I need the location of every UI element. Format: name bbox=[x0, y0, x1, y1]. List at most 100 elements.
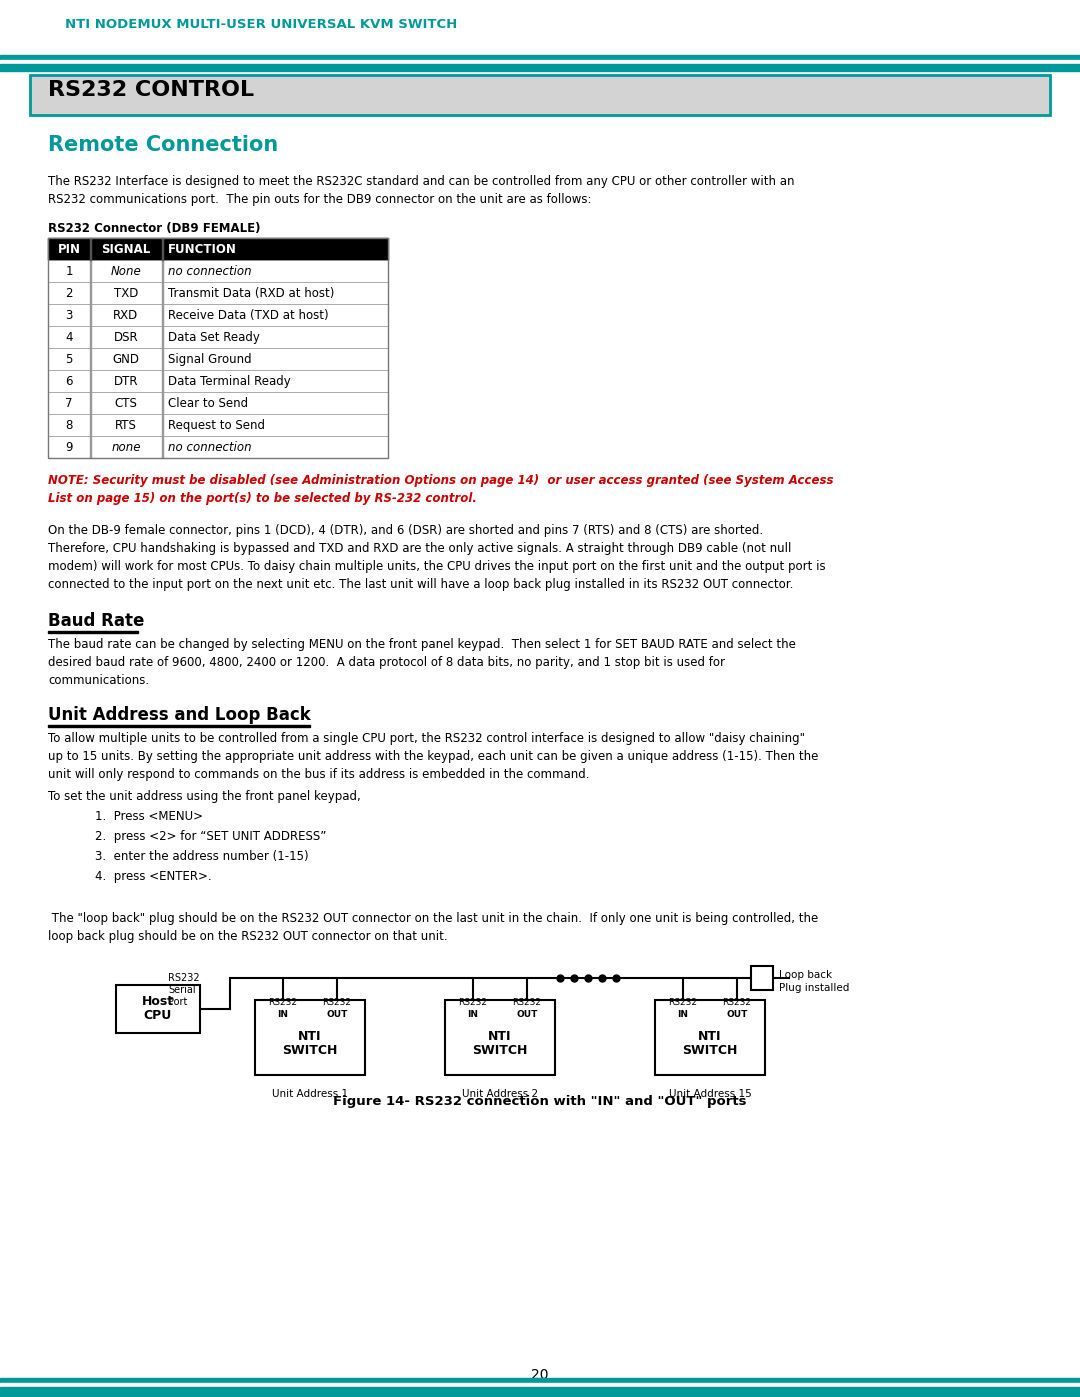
Text: Receive Data (TXD at host): Receive Data (TXD at host) bbox=[168, 309, 328, 321]
Bar bbox=[48, 725, 310, 726]
Text: OUT: OUT bbox=[727, 1010, 747, 1018]
Text: 4.  press <ENTER>.: 4. press <ENTER>. bbox=[95, 870, 212, 883]
Text: Baud Rate: Baud Rate bbox=[48, 612, 145, 630]
Bar bbox=[48, 393, 388, 414]
Text: RS232: RS232 bbox=[323, 997, 351, 1007]
Text: To set the unit address using the front panel keypad,: To set the unit address using the front … bbox=[48, 789, 361, 803]
Bar bbox=[255, 1000, 365, 1076]
Text: Port: Port bbox=[168, 997, 187, 1007]
Bar bbox=[116, 985, 200, 1032]
Bar bbox=[48, 414, 388, 436]
Text: 2.  press <2> for “SET UNIT ADDRESS”: 2. press <2> for “SET UNIT ADDRESS” bbox=[95, 830, 326, 842]
Text: NTI: NTI bbox=[488, 1030, 512, 1044]
Text: RS232 Connector (DB9 FEMALE): RS232 Connector (DB9 FEMALE) bbox=[48, 222, 260, 235]
Text: RS232: RS232 bbox=[513, 997, 541, 1007]
Text: 3: 3 bbox=[65, 309, 72, 321]
Text: Clear to Send: Clear to Send bbox=[168, 397, 248, 409]
Text: 7: 7 bbox=[65, 397, 72, 409]
Text: Data Terminal Ready: Data Terminal Ready bbox=[168, 374, 291, 388]
Text: CTS: CTS bbox=[114, 397, 137, 409]
Bar bbox=[48, 631, 138, 633]
Bar bbox=[48, 326, 388, 348]
Text: SWITCH: SWITCH bbox=[683, 1044, 738, 1058]
Text: The baud rate can be changed by selecting MENU on the front panel keypad.  Then : The baud rate can be changed by selectin… bbox=[48, 638, 796, 687]
Text: 8: 8 bbox=[65, 419, 72, 432]
Text: 9: 9 bbox=[65, 441, 72, 454]
Text: 1.  Press <MENU>: 1. Press <MENU> bbox=[95, 810, 203, 823]
Text: Loop back: Loop back bbox=[779, 970, 832, 981]
Text: 1: 1 bbox=[65, 265, 72, 278]
Text: RS232: RS232 bbox=[669, 997, 698, 1007]
Text: The RS232 Interface is designed to meet the RS232C standard and can be controlle: The RS232 Interface is designed to meet … bbox=[48, 175, 795, 205]
Text: RS232 CONTROL: RS232 CONTROL bbox=[48, 80, 254, 101]
Text: NTI NODEMUX MULTI-USER UNIVERSAL KVM SWITCH: NTI NODEMUX MULTI-USER UNIVERSAL KVM SWI… bbox=[65, 18, 457, 31]
Bar bbox=[48, 436, 388, 458]
Text: Unit Address and Loop Back: Unit Address and Loop Back bbox=[48, 705, 311, 724]
Text: CPU: CPU bbox=[144, 1009, 172, 1023]
Text: Figure 14- RS232 connection with "IN" and "OUT" ports: Figure 14- RS232 connection with "IN" an… bbox=[334, 1095, 746, 1108]
Text: 20: 20 bbox=[531, 1368, 549, 1382]
Text: OUT: OUT bbox=[516, 1010, 538, 1018]
Text: no connection: no connection bbox=[168, 265, 252, 278]
Text: Remote Connection: Remote Connection bbox=[48, 136, 279, 155]
Bar bbox=[0, 1377, 1080, 1383]
Text: Unit Address 1: Unit Address 1 bbox=[272, 1090, 348, 1099]
Text: RS232: RS232 bbox=[269, 997, 297, 1007]
Text: NOTE: Security must be disabled (see Administration Options on page 14)  or user: NOTE: Security must be disabled (see Adm… bbox=[48, 474, 834, 504]
Bar bbox=[48, 237, 388, 260]
Text: FUNCTION: FUNCTION bbox=[168, 243, 237, 256]
Bar bbox=[30, 75, 1050, 115]
Text: 4: 4 bbox=[65, 331, 72, 344]
Text: RS232: RS232 bbox=[723, 997, 752, 1007]
Bar bbox=[0, 60, 1080, 64]
Text: RS232: RS232 bbox=[168, 972, 200, 983]
Bar bbox=[0, 1383, 1080, 1387]
Text: OUT: OUT bbox=[326, 1010, 348, 1018]
Text: PIN: PIN bbox=[57, 243, 81, 256]
Text: none: none bbox=[111, 441, 140, 454]
Bar bbox=[48, 282, 388, 305]
Text: SIGNAL: SIGNAL bbox=[102, 243, 150, 256]
Text: To allow multiple units to be controlled from a single CPU port, the RS232 contr: To allow multiple units to be controlled… bbox=[48, 732, 819, 781]
Text: Plug installed: Plug installed bbox=[779, 983, 849, 993]
Text: NTI: NTI bbox=[699, 1030, 721, 1044]
Bar bbox=[48, 348, 388, 370]
Bar bbox=[0, 54, 1080, 60]
Bar bbox=[0, 1387, 1080, 1397]
Bar bbox=[654, 1000, 765, 1076]
Bar bbox=[0, 64, 1080, 71]
Text: GND: GND bbox=[112, 353, 139, 366]
Text: 3.  enter the address number (1-15): 3. enter the address number (1-15) bbox=[95, 849, 309, 863]
Text: no connection: no connection bbox=[168, 441, 252, 454]
Text: Unit Address 2: Unit Address 2 bbox=[462, 1090, 538, 1099]
Text: IN: IN bbox=[677, 1010, 689, 1018]
Text: 2: 2 bbox=[65, 286, 72, 300]
Text: IN: IN bbox=[278, 1010, 288, 1018]
Text: DTR: DTR bbox=[113, 374, 138, 388]
Bar bbox=[445, 1000, 555, 1076]
Text: Data Set Ready: Data Set Ready bbox=[168, 331, 260, 344]
Text: Host: Host bbox=[141, 995, 174, 1009]
Text: 6: 6 bbox=[65, 374, 72, 388]
Bar bbox=[48, 237, 388, 458]
Bar bbox=[0, 0, 1080, 54]
Text: 5: 5 bbox=[65, 353, 72, 366]
Text: Request to Send: Request to Send bbox=[168, 419, 265, 432]
Text: Signal Ground: Signal Ground bbox=[168, 353, 252, 366]
Bar bbox=[751, 965, 773, 990]
Text: RXD: RXD bbox=[113, 309, 138, 321]
Bar bbox=[48, 260, 388, 282]
Text: SWITCH: SWITCH bbox=[282, 1044, 338, 1058]
Text: TXD: TXD bbox=[113, 286, 138, 300]
Text: RTS: RTS bbox=[116, 419, 137, 432]
Text: SWITCH: SWITCH bbox=[472, 1044, 528, 1058]
Text: DSR: DSR bbox=[113, 331, 138, 344]
Bar bbox=[48, 370, 388, 393]
Text: Serial: Serial bbox=[168, 985, 195, 995]
Text: RS232: RS232 bbox=[459, 997, 487, 1007]
Text: NTI: NTI bbox=[298, 1030, 322, 1044]
Text: Transmit Data (RXD at host): Transmit Data (RXD at host) bbox=[168, 286, 335, 300]
Bar bbox=[48, 305, 388, 326]
Text: IN: IN bbox=[468, 1010, 478, 1018]
Text: None: None bbox=[110, 265, 141, 278]
